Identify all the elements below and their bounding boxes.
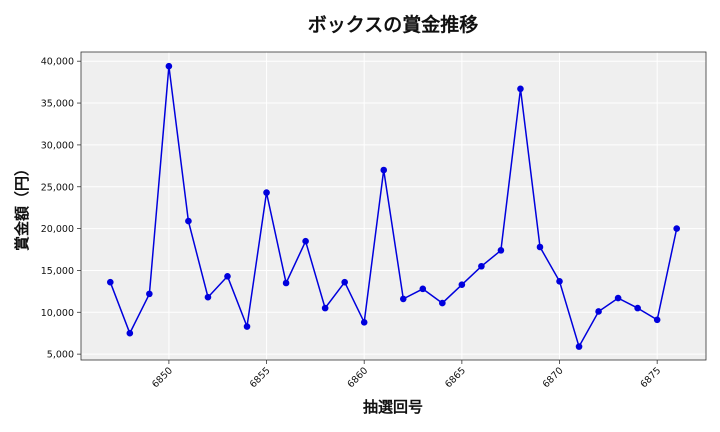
- data-points: [106, 62, 681, 350]
- data-point: [185, 217, 192, 225]
- data-point: [458, 281, 466, 288]
- data-point: [224, 273, 231, 280]
- data-point: [673, 225, 681, 232]
- data-point: [517, 85, 524, 93]
- x-tick-label: 6855: [248, 365, 273, 390]
- y-tick-label: 10,000: [41, 308, 74, 319]
- y-tick-label: 35,000: [41, 99, 74, 110]
- data-point: [478, 262, 485, 270]
- data-point: [497, 247, 505, 254]
- y-tick-label: 40,000: [41, 57, 74, 68]
- data-point: [204, 293, 212, 301]
- y-tick-label: 25,000: [41, 182, 74, 193]
- data-point: [595, 308, 602, 315]
- plot-area: [81, 52, 706, 360]
- data-point: [106, 278, 114, 286]
- y-tick-label: 5,000: [47, 350, 74, 361]
- x-ticks: 6850 6855 6860 6865 6870 6875: [150, 360, 663, 390]
- y-axis-label: 賞金額（円）: [13, 161, 31, 251]
- data-point: [126, 329, 134, 337]
- data-point: [439, 299, 446, 307]
- data-point: [341, 278, 348, 286]
- y-tick-label: 15,000: [41, 266, 74, 277]
- data-point: [263, 189, 270, 196]
- data-point: [634, 304, 641, 312]
- y-tick-label: 20,000: [41, 224, 74, 235]
- data-point: [380, 166, 388, 174]
- data-point: [399, 295, 407, 303]
- series-line: [109, 66, 678, 349]
- x-tick-label: 6865: [443, 365, 468, 390]
- data-point: [165, 62, 173, 70]
- chart-title: ボックスの賞金推移: [308, 13, 478, 36]
- plot-frame: [80, 51, 707, 361]
- y-ticks: 5,000 10,000 15,000 20,000 25,000 30,000 35,00…: [41, 57, 81, 361]
- x-tick-label: 6850: [150, 365, 175, 390]
- data-point: [243, 323, 251, 330]
- data-point: [653, 316, 661, 324]
- grid-lines: [81, 52, 706, 360]
- data-point: [146, 290, 153, 298]
- x-tick-label: 6860: [345, 365, 370, 390]
- data-point: [282, 279, 290, 287]
- data-point: [536, 243, 544, 251]
- x-axis-label: 抽選回号: [363, 398, 423, 416]
- data-point: [614, 294, 622, 302]
- y-tick-label: 30,000: [41, 140, 74, 151]
- x-tick-label: 6875: [638, 365, 663, 390]
- data-point: [360, 319, 368, 326]
- x-tick-label: 6870: [541, 365, 566, 390]
- data-point: [419, 285, 427, 293]
- data-point: [302, 237, 309, 245]
- data-point: [556, 278, 563, 285]
- data-point: [575, 343, 583, 350]
- data-point: [321, 304, 329, 312]
